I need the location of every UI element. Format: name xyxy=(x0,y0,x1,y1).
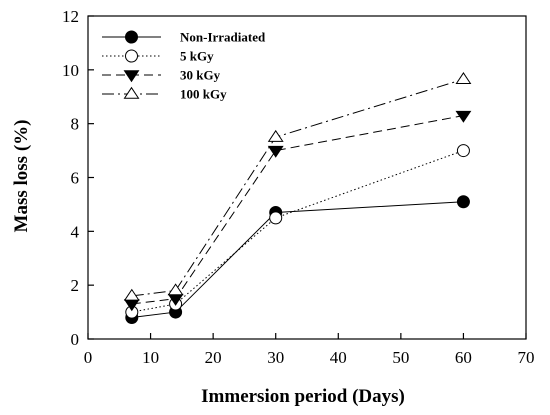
y-tick-label: 8 xyxy=(71,115,80,134)
series-3 xyxy=(123,72,472,301)
x-tick-label: 60 xyxy=(455,348,472,367)
y-tick-label: 12 xyxy=(62,7,79,26)
data-point xyxy=(456,195,470,209)
x-tick-label: 40 xyxy=(330,348,347,367)
series-line xyxy=(131,115,464,305)
data-point xyxy=(123,86,140,99)
data-point xyxy=(267,145,284,158)
x-tick-label: 50 xyxy=(392,348,409,367)
data-point xyxy=(456,144,470,158)
x-tick-label: 30 xyxy=(267,348,284,367)
series-line xyxy=(131,201,464,318)
y-tick-label: 6 xyxy=(71,169,80,188)
legend-label: 5 kGy xyxy=(180,49,214,64)
legend-label: 30 kGy xyxy=(180,68,221,83)
data-point xyxy=(455,72,472,84)
x-tick-label: 10 xyxy=(142,348,159,367)
x-axis-title: Immersion period (Days) xyxy=(201,386,405,407)
data-point xyxy=(123,288,140,301)
series-line xyxy=(131,78,464,297)
data-point xyxy=(267,129,284,142)
series-2 xyxy=(123,110,472,312)
x-tick-label: 20 xyxy=(205,348,222,367)
y-tick-label: 2 xyxy=(71,276,80,295)
data-point xyxy=(455,110,472,123)
y-tick-label: 10 xyxy=(62,61,79,80)
y-tick-label: 0 xyxy=(71,330,80,349)
legend-item: Non-Irradiated xyxy=(102,30,266,45)
data-point xyxy=(125,30,138,44)
y-axis-title: Mass loss (%) xyxy=(11,120,32,233)
legend-item: 100 kGy xyxy=(102,87,227,102)
data-point xyxy=(167,283,184,296)
data-point xyxy=(123,70,140,83)
data-point xyxy=(125,49,138,63)
data-point xyxy=(269,211,283,225)
x-tick-label: 70 xyxy=(518,348,535,367)
legend-item: 5 kGy xyxy=(102,49,214,64)
y-tick-label: 4 xyxy=(71,222,80,241)
legend-label: Non-Irradiated xyxy=(180,30,266,45)
series-line xyxy=(131,150,464,313)
legend-label: 100 kGy xyxy=(180,87,227,102)
plot-frame xyxy=(87,15,527,340)
legend-item: 30 kGy xyxy=(102,68,221,83)
x-tick-label: 0 xyxy=(84,348,93,367)
